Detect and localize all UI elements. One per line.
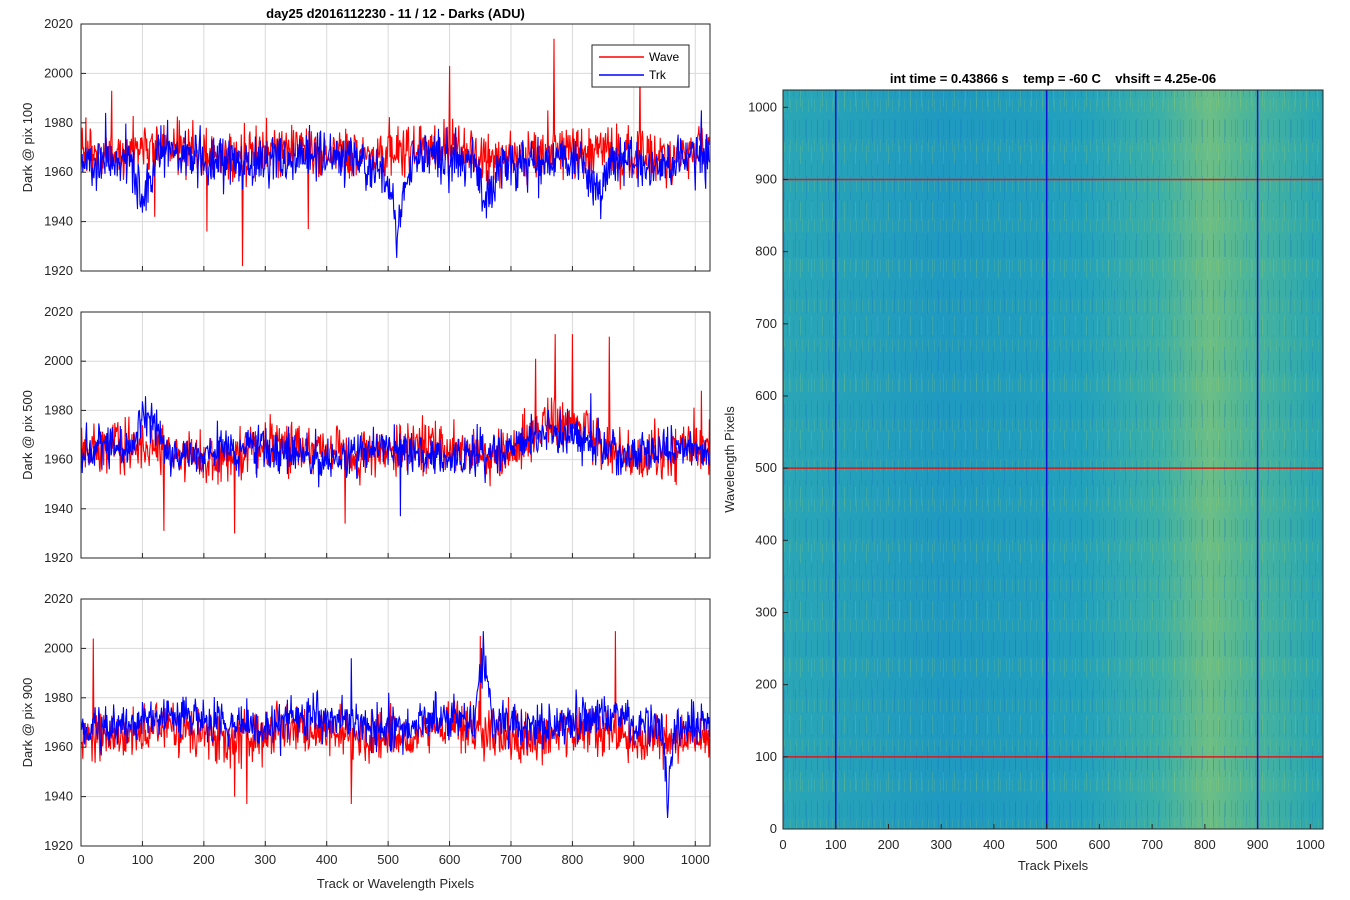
y-tick-label: 2000: [44, 65, 73, 80]
legend: Wave Trk: [591, 44, 690, 88]
heatmap-title: int time = 0.43866 s temp = -60 C vhsift…: [890, 71, 1216, 86]
x-tick-label: 0: [77, 852, 84, 867]
series-trk: [80, 110, 710, 258]
x-tick-label: 300: [930, 837, 952, 852]
y-tick-label: 1960: [44, 452, 73, 467]
axes-box: [80, 598, 711, 847]
y-tick-label: 1940: [44, 214, 73, 229]
x-tick-label: 700: [1141, 837, 1163, 852]
y-tick-label: 800: [755, 244, 777, 259]
heatmap-texture-2: [783, 90, 1323, 829]
x-tick-label: 0: [779, 837, 786, 852]
x-tick-label: 300: [254, 852, 276, 867]
x-tick-label: 100: [825, 837, 847, 852]
legend-label-trk: Trk: [649, 68, 667, 82]
y-tick-label: 1980: [44, 402, 73, 417]
y-tick-label: 200: [755, 677, 777, 692]
y-tick-label: 700: [755, 316, 777, 331]
x-tick-label: 100: [132, 852, 154, 867]
x-tick-label: 900: [623, 852, 645, 867]
chart-title: day25 d2016112230 - 11 / 12 - Darks (ADU…: [266, 6, 525, 21]
axes-box: [80, 311, 711, 559]
traces: [80, 38, 710, 267]
x-tick-label: 400: [983, 837, 1005, 852]
y-tick-label: 2000: [44, 640, 73, 655]
y-tick-label: 300: [755, 604, 777, 619]
ticks: 1920 1940 1960 1980 2000 2020: [44, 304, 696, 565]
y-tick-label: 1980: [44, 115, 73, 130]
panel-pix-900: 0 100 200 300 400 500 600 700 800 900 1000 1920 1940…: [20, 591, 711, 891]
y-tick-label: 0: [770, 821, 777, 836]
panel-pix-100: 1920 1940 1960 1980 2000 2020 day25 d20161122…: [20, 6, 711, 278]
x-axis-label: Track Pixels: [1018, 858, 1089, 873]
y-axis-label: Wavelength Pixels: [722, 406, 737, 513]
x-tick-label: 800: [1194, 837, 1216, 852]
legend-label-wave: Wave: [649, 50, 680, 64]
x-tick-label: 200: [878, 837, 900, 852]
y-tick-label: 1960: [44, 164, 73, 179]
x-tick-label: 600: [1089, 837, 1111, 852]
legend-box: [591, 44, 690, 88]
x-axis-label: Track or Wavelength Pixels: [317, 876, 475, 891]
y-tick-label: 2020: [44, 16, 73, 31]
y-tick-label: 2020: [44, 591, 73, 606]
series-trk: [80, 631, 710, 819]
y-tick-label: 1920: [44, 263, 73, 278]
x-tick-label: 800: [562, 852, 584, 867]
y-tick-label: 1980: [44, 690, 73, 705]
traces: [80, 631, 710, 819]
plot-area: [81, 312, 710, 558]
axes-box: [782, 89, 1324, 830]
y-tick-label: 2000: [44, 353, 73, 368]
y-tick-label: 1960: [44, 739, 73, 754]
y-tick-label: 1940: [44, 789, 73, 804]
panel-pix-500: 1920 1940 1960 1980 2000 2020 Dark @ pix 500: [20, 304, 711, 565]
y-axis-label: Dark @ pix 100: [20, 103, 35, 193]
y-tick-label: 2020: [44, 304, 73, 319]
y-axis-label: Dark @ pix 500: [20, 390, 35, 480]
x-tick-label: 500: [377, 852, 399, 867]
y-tick-label: 400: [755, 532, 777, 547]
y-tick-label: 600: [755, 388, 777, 403]
x-tick-label: 500: [1036, 837, 1058, 852]
x-tick-label: 400: [316, 852, 338, 867]
ticks: 0 100 200 300 400 500 600 700 800 900 1000 1920 1940…: [44, 591, 710, 867]
pixel-markers: [783, 90, 1323, 829]
ticks: 0 100 200 300 400 500 600 700 800 900 1000 0 100 200 3…: [748, 99, 1325, 852]
panel-heatmap: 0 100 200 300 400 500 600 700 800 900 1000 0 100 200 3…: [722, 71, 1325, 873]
x-tick-label: 200: [193, 852, 215, 867]
series-trk: [80, 393, 710, 517]
x-tick-label: 900: [1247, 837, 1269, 852]
y-tick-label: 100: [755, 749, 777, 764]
x-tick-label: 1000: [681, 852, 710, 867]
y-tick-label: 900: [755, 171, 777, 186]
y-tick-label: 1920: [44, 550, 73, 565]
y-tick-label: 500: [755, 460, 777, 475]
y-axis-label: Dark @ pix 900: [20, 678, 35, 768]
y-tick-label: 1940: [44, 501, 73, 516]
ticks: 1920 1940 1960 1980 2000 2020: [44, 16, 696, 278]
traces: [80, 334, 710, 534]
x-tick-label: 1000: [1296, 837, 1325, 852]
y-tick-label: 1000: [748, 99, 777, 114]
axes-box: [80, 23, 711, 272]
x-tick-label: 700: [500, 852, 522, 867]
x-tick-label: 600: [439, 852, 461, 867]
y-tick-label: 1920: [44, 838, 73, 853]
